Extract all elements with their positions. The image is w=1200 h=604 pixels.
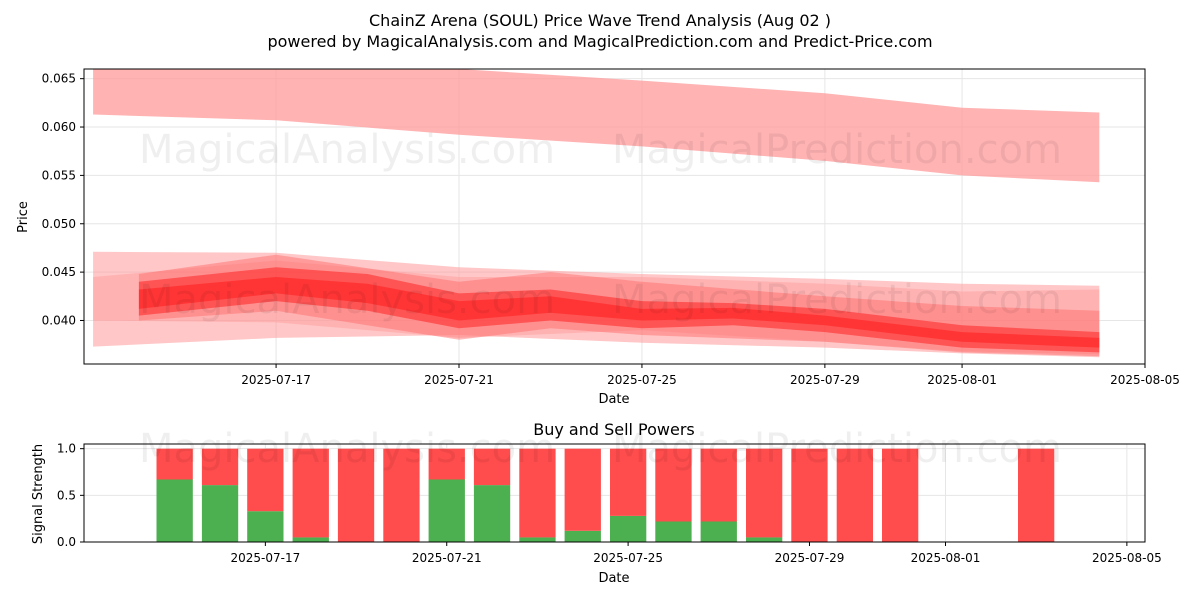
buy-bar (610, 515, 647, 542)
top-y-axis-label: Price (16, 201, 31, 233)
top-y-tick-label: 0.055 (42, 168, 76, 182)
watermark-bottom-right: MagicalPrediction.com (612, 426, 1062, 472)
top-y-tick-label: 0.050 (42, 217, 76, 231)
sell-bar (428, 448, 465, 480)
bottom-x-axis-label: Date (598, 571, 629, 586)
watermark-top-right: MagicalPrediction.com (612, 127, 1062, 173)
top-y-tick-label: 0.060 (42, 120, 76, 134)
watermark-bottom-left: MagicalAnalysis.com (139, 426, 555, 472)
sell-bar (746, 448, 783, 538)
bottom-y-tick-label: 0.5 (57, 488, 76, 502)
buy-bar (201, 485, 239, 542)
top-x-tick-label: 2025-08-05 (1110, 373, 1180, 387)
top-x-tick-label: 2025-07-21 (424, 373, 494, 387)
buy-bar (700, 521, 737, 542)
bottom-x-tick-label: 2025-07-21 (412, 551, 482, 565)
bottom-x-tick-label: 2025-08-05 (1092, 551, 1162, 565)
top-x-tick-label: 2025-08-01 (927, 373, 997, 387)
bottom-x-tick-label: 2025-07-25 (593, 551, 663, 565)
top-x-axis-label: Date (598, 392, 629, 407)
sell-bar (791, 448, 828, 542)
buy-bar (156, 479, 193, 542)
buy-bar (564, 530, 601, 542)
sell-bar (156, 448, 193, 480)
buy-bar (655, 521, 692, 542)
bottom-chart-title: Buy and Sell Powers (533, 420, 695, 439)
price-wave-plot: 2025-07-17 2025-07-21 2025-07-25 2025-07-29… (42, 68, 1180, 387)
sell-bar (337, 448, 375, 542)
sell-bar (836, 448, 873, 542)
top-x-tick-label: 2025-07-25 (607, 373, 677, 387)
sell-bar (292, 448, 329, 538)
bottom-x-tick-label: 2025-08-01 (911, 551, 981, 565)
bottom-x-tick-label: 2025-07-29 (775, 551, 845, 565)
sell-bar (383, 448, 420, 542)
bottom-y-tick-label: 0.0 (57, 535, 76, 549)
sell-bar (473, 448, 511, 486)
top-y-tick-label: 0.065 (42, 72, 76, 86)
price-band-0 (93, 69, 1100, 183)
buy-bar (247, 511, 284, 542)
top-y-tick-label: 0.045 (42, 265, 76, 279)
buy-bar (292, 537, 329, 542)
price-band-5 (138, 277, 1100, 348)
sell-bar (1018, 448, 1055, 542)
buy-bar (473, 485, 511, 542)
sell-bar (882, 448, 919, 542)
chart-title-line1: ChainZ Arena (SOUL) Price Wave Trend Ana… (369, 11, 831, 30)
watermark-mid-right: MagicalPrediction.com (612, 277, 1062, 323)
sell-bar (519, 448, 556, 538)
sell-bar (610, 448, 647, 516)
bottom-x-tick-label: 2025-07-17 (230, 551, 300, 565)
top-plot-frame (83, 68, 1146, 365)
chart-title-line2: powered by MagicalAnalysis.com and Magic… (267, 32, 932, 51)
sell-bar (247, 448, 284, 512)
price-bands (93, 69, 1100, 358)
buy-sell-plot: 2025-07-17 2025-07-21 2025-07-25 2025-07-29… (57, 442, 1162, 565)
bottom-plot-frame (83, 443, 1146, 543)
buy-bar (428, 479, 465, 542)
sell-bar (564, 448, 601, 531)
top-x-tick-label: 2025-07-17 (241, 373, 311, 387)
top-y-tick-label: 0.040 (42, 313, 76, 327)
sell-bar (201, 448, 239, 486)
sell-bar (700, 448, 737, 522)
watermark-top-left: MagicalAnalysis.com (139, 127, 555, 173)
bottom-y-tick-label: 1.0 (57, 442, 76, 456)
sell-bar (655, 448, 692, 522)
buy-bar (746, 537, 783, 542)
buy-bar (519, 537, 556, 542)
top-x-tick-label: 2025-07-29 (790, 373, 860, 387)
watermark-mid-left: MagicalAnalysis.com (139, 277, 555, 323)
bottom-y-axis-label: Signal Strength (31, 444, 46, 544)
